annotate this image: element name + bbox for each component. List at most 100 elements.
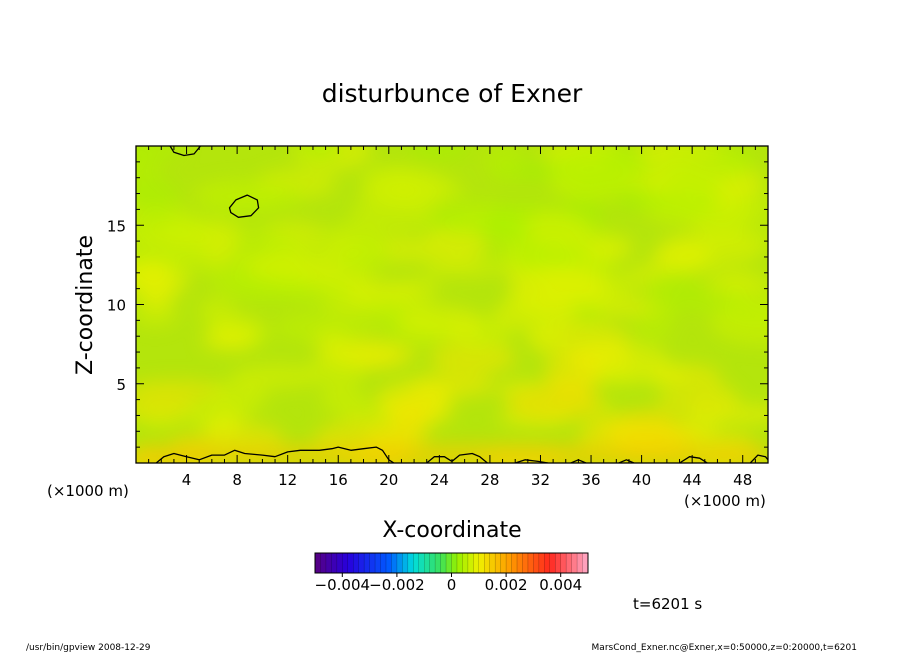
y-tick-label: 10: [107, 297, 126, 315]
chart-title: disturbunce of Exner: [322, 79, 583, 108]
x-tick-label: 36: [581, 471, 600, 489]
colorbar-cell: [489, 553, 496, 573]
field-patch: [298, 146, 342, 160]
colorbar-cell: [555, 553, 562, 573]
colorbar-cell: [549, 553, 556, 573]
colorbar-cell: [500, 553, 507, 573]
contour-line: [515, 459, 549, 463]
x-axis-label: X-coordinate: [382, 518, 521, 543]
heatmap-field: [136, 146, 768, 463]
field-patch: [136, 146, 184, 163]
field-patch: [543, 352, 602, 393]
contour-line: [426, 452, 488, 463]
colorbar: −0.004 −0.002 0 0.002 0.004: [314, 552, 589, 594]
field-patch: [319, 383, 366, 415]
colorbar-cell: [336, 553, 343, 573]
contour-line: [618, 459, 635, 463]
colorbar-cell: [566, 553, 573, 573]
field-patch: [136, 179, 181, 214]
time-label: t=6201 s: [633, 595, 702, 613]
field-patch: [397, 277, 441, 299]
colorbar-cell: [320, 553, 327, 573]
field-patch: [507, 388, 604, 420]
x-tick-label: 8: [232, 471, 242, 489]
field-patch: [479, 245, 580, 265]
contour-line: [749, 454, 768, 463]
contour-line: [228, 194, 260, 218]
field-patch: [423, 226, 487, 263]
colorbar-cell: [538, 553, 545, 573]
field-patch: [484, 146, 523, 180]
footer-right: MarsCond_Exner.nc@Exner,x=0:50000,z=0:20…: [592, 643, 857, 653]
colorbar-cell: [560, 553, 567, 573]
field-patch: [136, 301, 178, 327]
field-patch: [396, 305, 484, 341]
y-axis-label: Z-coordinate: [73, 235, 98, 375]
contour-line: [155, 446, 395, 463]
colorbar-cell: [533, 553, 540, 573]
colorbar-cell: [424, 553, 431, 573]
field-patch: [160, 252, 228, 272]
colorbar-tick-label: 0.002: [485, 576, 528, 594]
colorbar-cell: [511, 553, 518, 573]
colorbar-cell: [478, 553, 485, 573]
colorbar-cell: [577, 553, 583, 573]
x-axis-unit-left: (×1000 m): [47, 482, 129, 500]
colorbar-cell: [467, 553, 474, 573]
field-patch: [721, 292, 768, 332]
field-variations: [136, 146, 768, 463]
field-patch: [312, 328, 350, 351]
colorbar-cell: [385, 553, 392, 573]
field-patch: [232, 364, 320, 390]
y-tick-label: 15: [107, 217, 126, 235]
field-patch: [306, 357, 368, 386]
y-axis: 5 10 15: [107, 161, 768, 448]
colorbar-cell: [522, 553, 529, 573]
field-patch: [661, 171, 722, 215]
colorbar-cell: [462, 553, 469, 573]
field-patch: [552, 146, 654, 188]
colorbar-cell: [331, 553, 338, 573]
colorbar-cell: [315, 553, 321, 573]
field-patch: [241, 254, 307, 272]
contour-line: [679, 456, 708, 463]
x-axis: 4 8 12 16 20 24 28 32 36 40 44 48: [148, 146, 756, 489]
colorbar-tick-label: 0.004: [539, 576, 582, 594]
colorbar-cell: [396, 553, 403, 573]
x-tick-label: 32: [531, 471, 550, 489]
colorbar-cell: [375, 553, 381, 573]
colorbar-cell: [440, 553, 447, 573]
colorbar-cell: [446, 553, 452, 573]
colorbar-cell: [407, 553, 414, 573]
colorbar-cell: [456, 553, 463, 573]
x-tick-label: 40: [632, 471, 651, 489]
field-patch: [704, 270, 754, 294]
colorbar-cell: [391, 553, 398, 573]
field-patch: [666, 231, 766, 267]
field-patch: [525, 210, 589, 249]
colorbar-cell: [347, 553, 354, 573]
colorbar-cell: [413, 553, 420, 573]
colorbar-cell: [495, 553, 502, 573]
x-tick-label: 28: [480, 471, 499, 489]
field-patch: [274, 311, 374, 343]
colorbar-cell: [582, 553, 589, 573]
surface-band: [136, 443, 768, 463]
x-tick-label: 48: [733, 471, 752, 489]
field-patch: [526, 322, 566, 347]
colorbar-cell: [364, 553, 370, 573]
footer-left: /usr/bin/gpview 2008-12-29: [26, 643, 151, 653]
field-patch: [136, 379, 226, 401]
field-patch: [201, 330, 257, 351]
x-tick-label: 20: [379, 471, 398, 489]
field-patch: [338, 237, 391, 274]
colorbar-cell: [402, 553, 409, 573]
colorbar-cell: [435, 553, 441, 573]
y-tick-label: 5: [116, 376, 126, 394]
x-tick-label: 12: [278, 471, 297, 489]
colorbar-cell: [451, 553, 458, 573]
colorbar-cell: [380, 553, 387, 573]
field-patch: [291, 239, 328, 259]
colorbar-cell: [517, 553, 523, 573]
